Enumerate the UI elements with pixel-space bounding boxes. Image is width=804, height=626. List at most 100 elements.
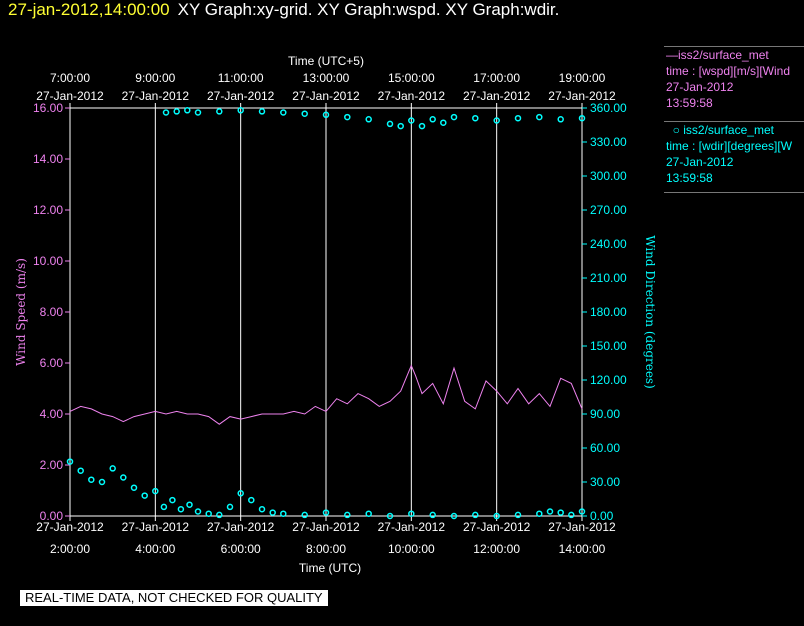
wind-direction-point — [120, 474, 127, 481]
right-tick-label: 90.00 — [590, 407, 620, 421]
wind-direction-point — [205, 510, 212, 517]
wind-direction-point — [450, 113, 458, 121]
wind-direction-point — [258, 108, 266, 115]
top-time-label: 7:00:00 — [50, 71, 90, 85]
wind-direction-point — [88, 476, 95, 483]
wind-direction-point — [77, 467, 84, 474]
header-timestamp: 27-jan-2012,14:00:00 — [8, 0, 170, 19]
wind-direction-point — [344, 113, 351, 121]
bottom-time-label: 14:00:00 — [559, 542, 606, 556]
bottom-time-label: 10:00:00 — [388, 542, 435, 556]
wind-direction-point — [216, 108, 223, 115]
wind-direction-point — [429, 116, 436, 123]
wind-direction-point — [98, 478, 106, 486]
left-tick-label: 10.00 — [33, 254, 63, 268]
wind-direction-point — [130, 484, 138, 491]
bottom-time-label: 4:00:00 — [135, 542, 175, 556]
left-tick-label: 14.00 — [33, 152, 63, 166]
wind-direction-point — [173, 108, 180, 115]
wind-direction-point — [408, 510, 415, 517]
left-tick-label: 8.00 — [40, 305, 64, 319]
wind-direction-point — [568, 511, 575, 519]
left-tick-label: 16.00 — [33, 101, 63, 115]
legend-wind-speed-date: 27-Jan-2012 — [666, 80, 734, 94]
wind-direction-point — [514, 511, 522, 519]
top-time-label: 13:00:00 — [303, 71, 350, 85]
wind-direction-point — [194, 508, 202, 515]
legend-wind-direction-date: 27-Jan-2012 — [666, 155, 734, 169]
wind-direction-point — [186, 501, 193, 508]
legend-wind-speed: —iss2/surface_met time : [wspd][m/s][Win… — [664, 46, 804, 107]
bottom-date-label: 27-Jan-2012 — [122, 520, 190, 534]
bottom-time-label: 2:00:00 — [50, 542, 90, 556]
wind-direction-point — [152, 487, 159, 495]
wind-direction-point — [248, 496, 255, 504]
right-tick-label: 300.00 — [590, 169, 627, 183]
left-tick-label: 4.00 — [40, 407, 64, 421]
right-tick-label: 210.00 — [590, 271, 627, 285]
chart-header: 27-jan-2012,14:00:00 XY Graph:xy-grid. XY… — [8, 0, 559, 20]
top-time-label: 17:00:00 — [473, 71, 520, 85]
left-tick-label: 0.00 — [40, 509, 64, 523]
wind-direction-point — [365, 116, 372, 123]
wind-direction-point — [493, 117, 500, 124]
wind-direction-point — [557, 509, 564, 516]
top-date-label: 27-Jan-2012 — [122, 89, 190, 103]
wind-direction-point — [194, 109, 202, 116]
wind-direction-point — [237, 107, 244, 114]
wind-direction-point — [429, 511, 436, 519]
wind-direction-point — [536, 510, 543, 517]
wind-direction-point — [169, 496, 176, 504]
wind-direction-point — [66, 458, 74, 465]
right-tick-label: 240.00 — [590, 237, 627, 251]
wind-direction-point — [301, 110, 308, 117]
right-axis-label: Wind Direction (degrees) — [643, 235, 657, 389]
header-graph-list: XY Graph:xy-grid. XY Graph:wspd. XY Grap… — [177, 0, 560, 19]
top-date-label: 27-Jan-2012 — [36, 89, 104, 103]
wind-direction-point — [418, 122, 426, 130]
left-tick-label: 6.00 — [40, 356, 64, 370]
wind-direction-point — [472, 511, 479, 519]
right-tick-label: 0.00 — [590, 509, 614, 523]
wind-direction-point — [322, 509, 330, 516]
wind-direction-point — [386, 120, 394, 128]
top-axis-title: Time (UTC+5) — [288, 54, 364, 68]
right-tick-label: 330.00 — [590, 135, 627, 149]
wind-direction-point — [141, 492, 148, 499]
wind-direction-point — [397, 122, 404, 130]
bottom-time-label: 6:00:00 — [221, 542, 261, 556]
wind-direction-point — [109, 465, 116, 472]
left-tick-label: 12.00 — [33, 203, 63, 217]
bottom-time-label: 12:00:00 — [473, 542, 520, 556]
wind-direction-point — [578, 114, 586, 122]
wind-direction-point — [280, 510, 287, 517]
wind-direction-point — [536, 113, 543, 121]
top-time-label: 15:00:00 — [388, 71, 435, 85]
wind-direction-point — [386, 512, 394, 520]
wind-direction-point — [237, 490, 244, 497]
wind-direction-point — [322, 111, 330, 119]
wind-direction-point — [450, 512, 458, 520]
right-tick-label: 60.00 — [590, 441, 620, 455]
right-tick-label: 150.00 — [590, 339, 627, 353]
wind-direction-point — [226, 503, 234, 511]
legend-wind-speed-name: —iss2/surface_met — [666, 48, 769, 62]
legend-wind-direction-var: time : [wdir][degrees][W — [666, 139, 793, 153]
bottom-date-label: 27-Jan-2012 — [36, 520, 104, 534]
wind-direction-point — [493, 512, 500, 520]
wind-direction-point — [216, 511, 223, 519]
wind-direction-point — [440, 119, 447, 126]
legend-wind-speed-var: time : [wspd][m/s][Wind — [666, 64, 791, 78]
wind-direction-point — [269, 509, 276, 516]
wind-direction-point — [578, 508, 586, 515]
wind-direction-point — [365, 510, 372, 517]
bottom-time-label: 8:00:00 — [306, 542, 346, 556]
wind-direction-point — [184, 107, 191, 114]
legend-wind-direction: ○ iss2/surface_met time : [wdir][degrees… — [664, 121, 804, 193]
top-date-label: 27-Jan-2012 — [548, 89, 616, 103]
wind-direction-point — [472, 114, 479, 122]
top-time-label: 9:00:00 — [135, 71, 175, 85]
wind-direction-point — [546, 508, 554, 515]
wind-direction-point — [177, 505, 185, 513]
legend-wind-speed-time: 13:59:58 — [666, 96, 713, 107]
